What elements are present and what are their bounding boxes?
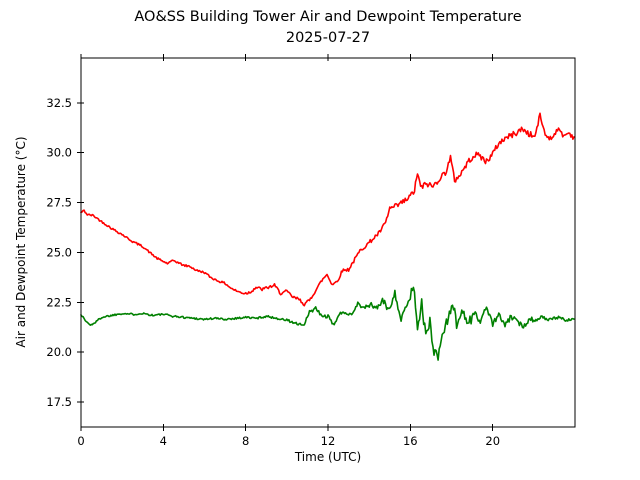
x-axis-label: Time (UTC) [294,450,362,464]
y-tick-label: 25.0 [46,246,72,260]
chart-subtitle: 2025-07-27 [285,30,371,46]
axes-box [80,57,576,428]
chart-title: AO&SS Building Tower Air and Dewpoint Te… [134,9,522,25]
y-tick-label: 22.5 [46,295,72,309]
x-tick-label: 0 [77,434,84,448]
y-tick-label: 20.0 [46,345,72,359]
x-tick-label: 8 [242,434,249,448]
x-tick-label: 4 [160,434,167,448]
x-tick-label: 16 [403,434,418,448]
y-tick-label: 32.5 [46,96,72,110]
y-tick-label: 27.5 [46,196,72,210]
x-tick-label: 20 [485,434,500,448]
y-tick-label: 30.0 [46,146,72,160]
air-temperature-line [80,112,575,307]
y-tick-label: 17.5 [46,395,72,409]
dewpoint-temperature-line [80,286,575,361]
y-axis-label: Air and Dewpoint Temperature (°C) [14,136,28,348]
x-tick-label: 12 [321,434,336,448]
